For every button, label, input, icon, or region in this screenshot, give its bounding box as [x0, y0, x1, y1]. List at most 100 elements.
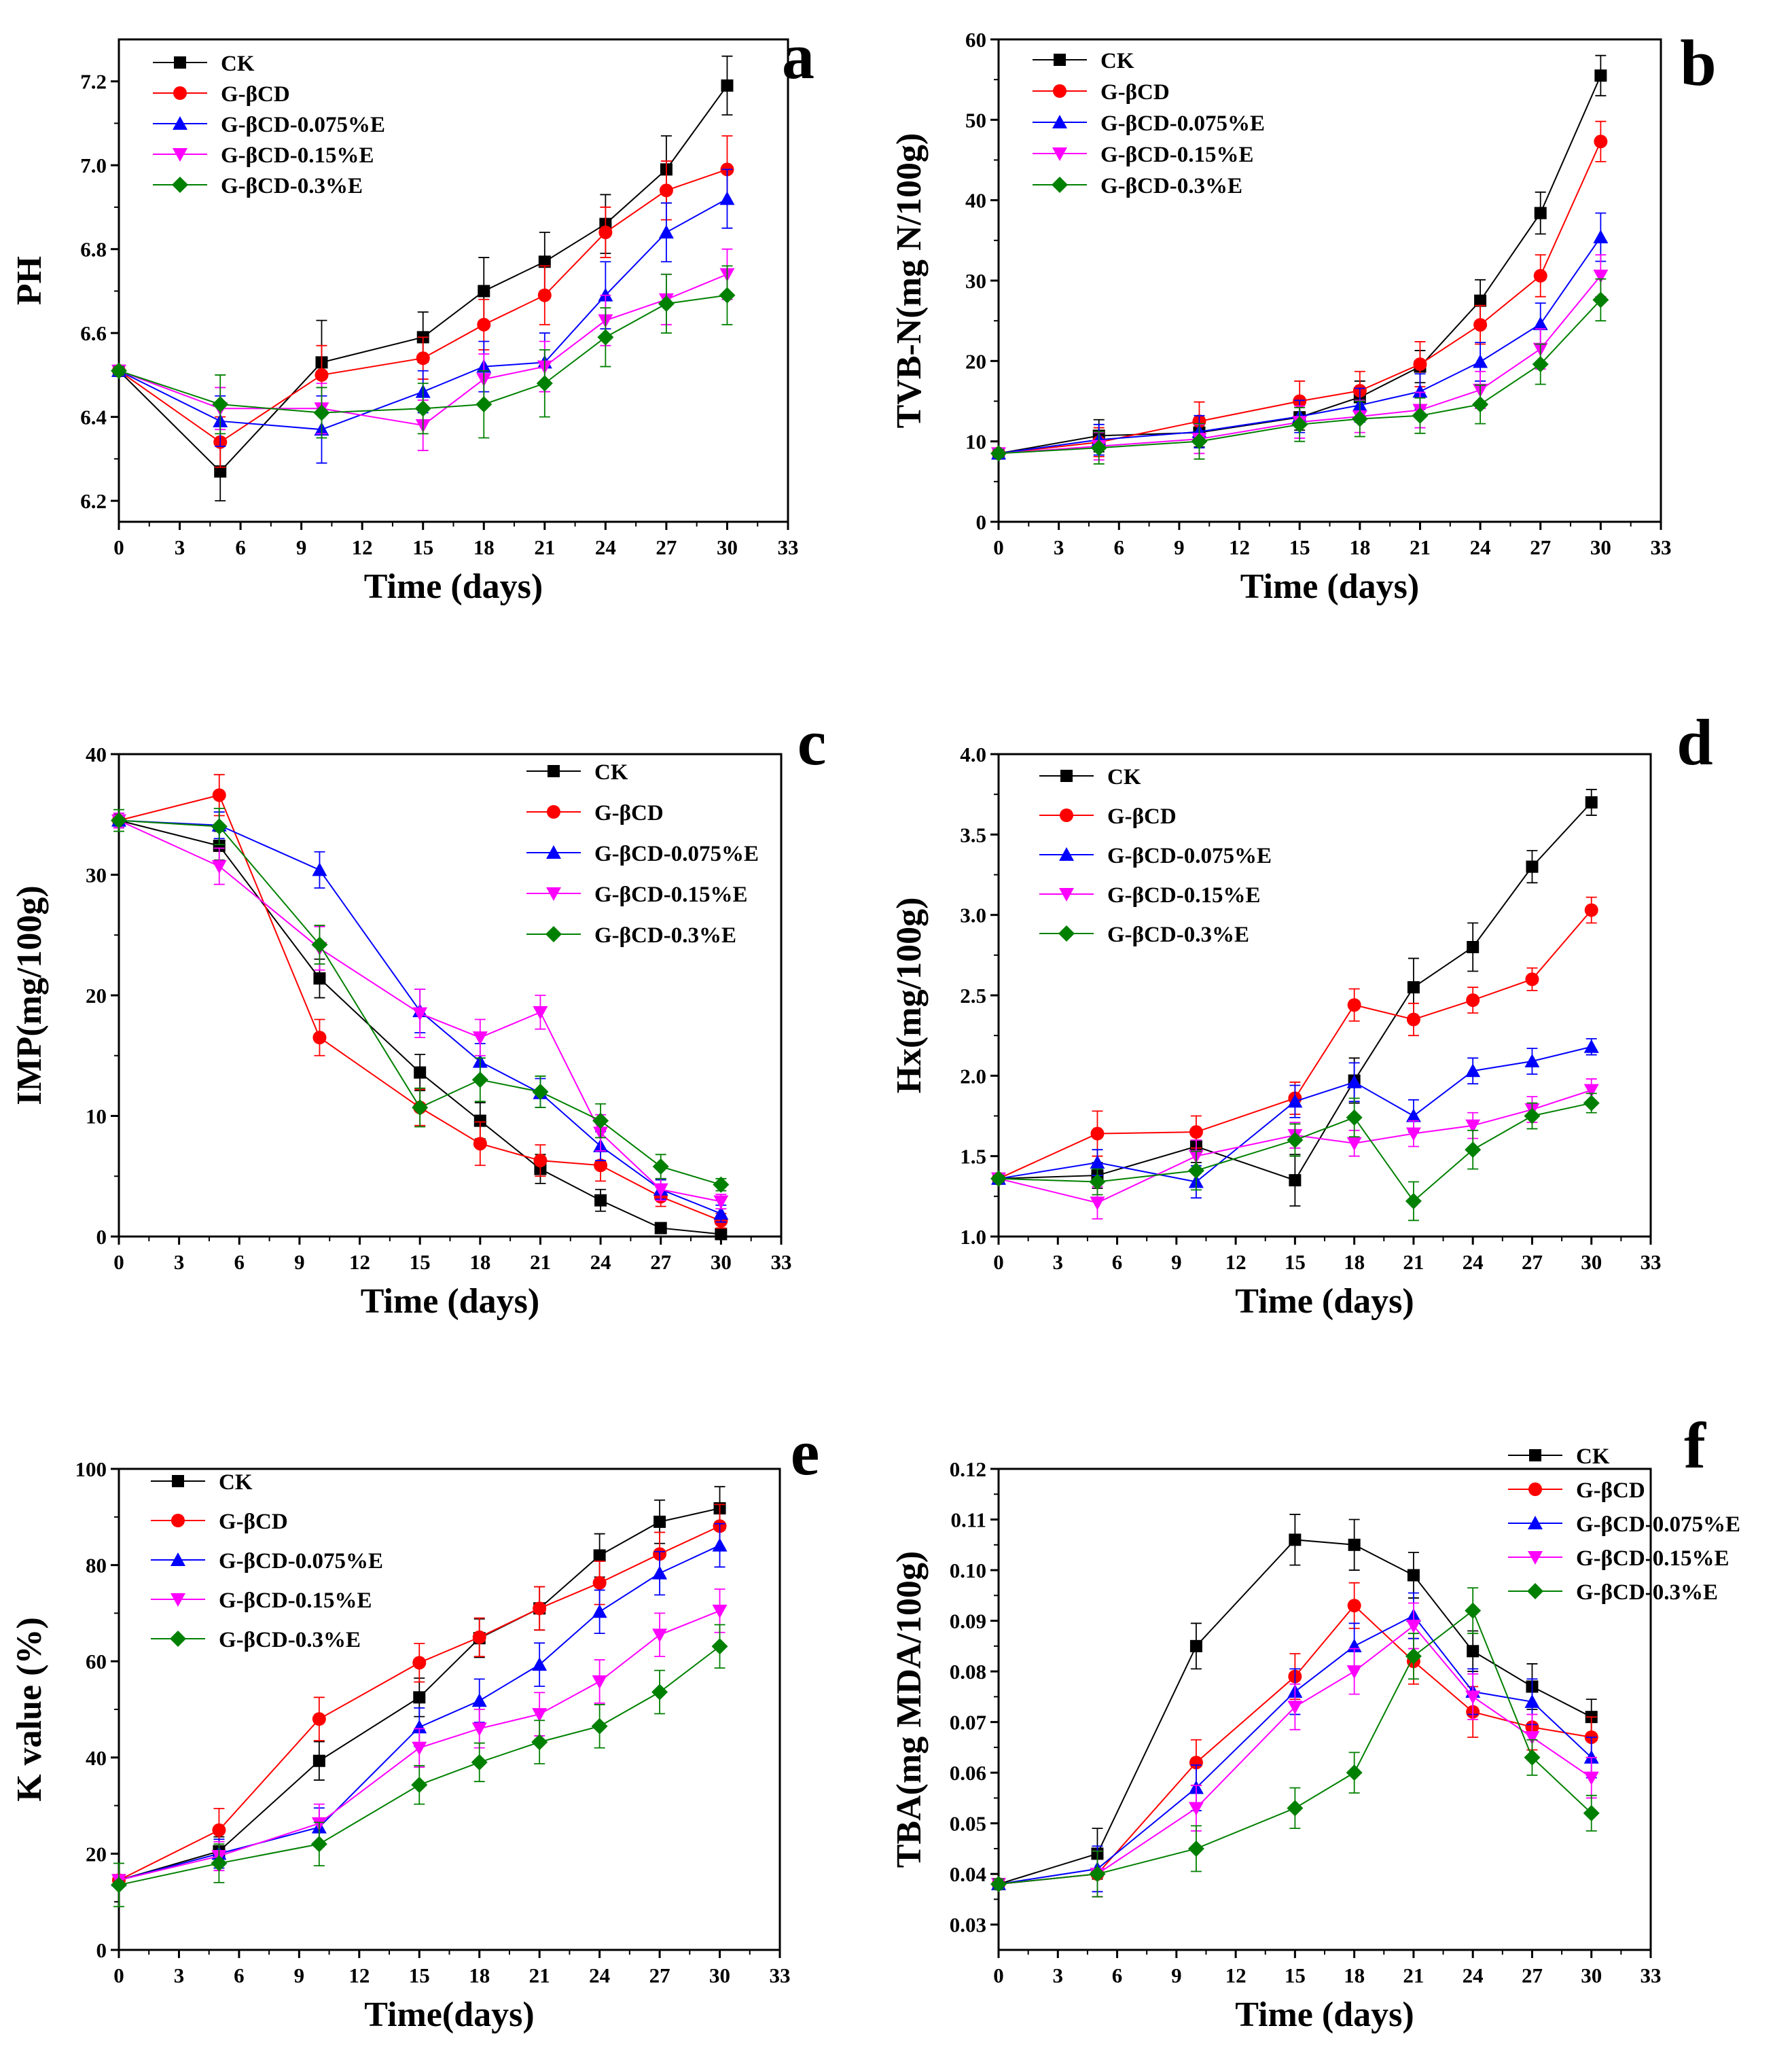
data-point: [592, 1112, 609, 1129]
legend: CK G-βCD G-βCD-0.075%E G-βCD-0.15%E G-βCD-0.…: [526, 760, 759, 948]
x-tick-label: 3: [174, 1250, 185, 1274]
legend-entry: G-βCD-0.3%E: [1107, 923, 1249, 947]
data-point: [1474, 294, 1487, 307]
x-tick-label: 0: [113, 535, 124, 559]
x-tick-label: 9: [1174, 535, 1185, 559]
x-tick-label: 9: [296, 535, 307, 559]
series-3: [111, 1588, 728, 1888]
data-point: [1533, 316, 1548, 330]
legend-marker: [547, 805, 560, 819]
data-point: [713, 1195, 729, 1209]
data-point: [1524, 1107, 1541, 1124]
chart-panel-a: 0 3 6 9 12 15 18 21 24 27 30 33 6.2 6.4 6.6 6.8 7.0 7.2 Ti…: [10, 20, 814, 606]
x-tick-label: 21: [534, 535, 555, 559]
legend-entry: CK: [221, 52, 255, 76]
x-tick-label: 3: [1053, 1963, 1064, 1987]
legend-marker: [173, 148, 187, 162]
y-tick-label: 0.03: [950, 1913, 986, 1937]
legend-marker: [1528, 1516, 1543, 1529]
data-point: [651, 1684, 668, 1701]
x-tick-label: 21: [530, 1250, 551, 1274]
data-point: [313, 404, 330, 421]
y-tick-label: 0: [96, 1225, 107, 1249]
legend-entry: G-βCD: [1107, 804, 1177, 829]
data-point: [711, 1638, 728, 1655]
data-point: [593, 1549, 606, 1562]
data-point: [1191, 433, 1208, 450]
data-point: [211, 860, 227, 874]
data-point: [532, 1657, 548, 1671]
y-tick-label: 0.06: [950, 1761, 986, 1785]
data-point: [598, 226, 613, 239]
data-point: [478, 285, 490, 298]
y-tick-label: 0: [96, 1938, 107, 1962]
x-tick-label: 12: [348, 1963, 370, 1987]
y-tick-label: 1.0: [960, 1225, 986, 1249]
data-point: [471, 1071, 488, 1088]
legend-marker: [171, 1514, 185, 1527]
plot-frame: [118, 1468, 781, 1951]
data-point: [1412, 407, 1429, 424]
data-point: [1348, 1538, 1361, 1551]
x-tick-label: 9: [294, 1963, 305, 1987]
data-point: [1346, 1764, 1363, 1781]
y-tick-label: 40: [86, 743, 107, 766]
data-point: [1466, 993, 1480, 1008]
x-axis-title: Time (days): [364, 567, 543, 606]
data-point: [412, 1099, 429, 1116]
legend-marker: [545, 926, 562, 942]
y-axis-title: TVB-N(mg N/100g): [890, 133, 929, 429]
data-point: [312, 1754, 325, 1767]
legend-marker: [171, 1593, 185, 1607]
data-point: [1585, 796, 1598, 808]
data-point: [1473, 354, 1488, 368]
y-tick-label: 10: [965, 430, 986, 454]
x-tick-label: 15: [1289, 535, 1310, 559]
series-4: [990, 278, 1609, 465]
data-point: [658, 295, 675, 312]
data-point: [1089, 1866, 1106, 1883]
data-point: [592, 1576, 607, 1590]
y-tick-label: 30: [86, 864, 107, 887]
legend-entry: G-βCD-0.15%E: [1576, 1546, 1729, 1571]
legend-entry: G-βCD: [221, 82, 290, 107]
data-point: [533, 1154, 548, 1168]
data-point: [1287, 1701, 1303, 1715]
series-4: [111, 807, 730, 1193]
data-point: [712, 1537, 728, 1552]
data-point: [211, 818, 228, 835]
data-point: [1467, 941, 1480, 953]
x-tick-label: 33: [770, 1963, 791, 1987]
data-point: [1090, 1196, 1105, 1211]
plot-frame: [118, 38, 789, 523]
x-tick-label: 33: [1651, 535, 1672, 559]
x-tick-label: 18: [473, 535, 495, 559]
data-point: [536, 375, 553, 392]
data-point: [533, 1006, 548, 1020]
legend-marker: [172, 177, 188, 193]
data-point: [477, 317, 491, 332]
x-tick-label: 15: [410, 1250, 431, 1274]
x-tick-label: 21: [1403, 1963, 1424, 1987]
data-point: [1583, 1039, 1599, 1053]
legend-entry: G-βCD-0.3%E: [219, 1628, 361, 1652]
data-point: [1347, 998, 1361, 1012]
x-tick-label: 6: [1112, 1963, 1123, 1987]
x-tick-label: 18: [1344, 1963, 1365, 1987]
data-point: [990, 1170, 1007, 1187]
legend-marker: [1527, 1583, 1543, 1599]
data-point: [990, 1876, 1007, 1893]
panel-letter: e: [791, 1416, 820, 1489]
x-tick-label: 12: [1229, 535, 1250, 559]
series-4: [990, 1092, 1600, 1222]
data-point: [1405, 1127, 1421, 1141]
data-point: [416, 351, 430, 366]
y-tick-label: 100: [75, 1457, 107, 1481]
x-tick-label: 15: [1285, 1250, 1306, 1274]
x-tick-label: 30: [1581, 1963, 1602, 1987]
x-tick-label: 18: [469, 1963, 490, 1987]
chart-panel-d: 0 3 6 9 12 15 18 21 24 27 30 33 1.0 1.5 2.0 2.5 3.0 3.5 4.…: [890, 706, 1713, 1321]
data-point: [412, 1007, 428, 1021]
series-3: [111, 813, 729, 1210]
